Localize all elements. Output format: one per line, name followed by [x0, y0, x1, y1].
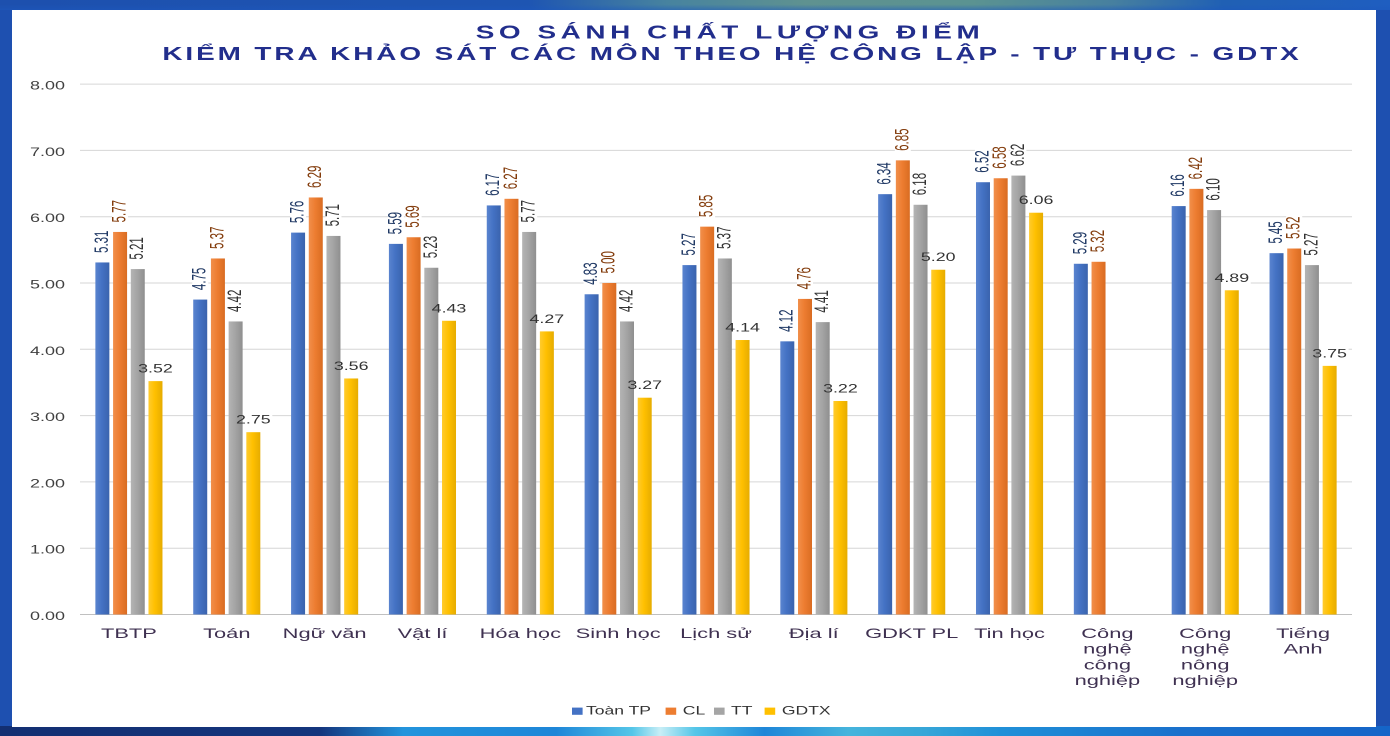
svg-text:Toàn TP: Toàn TP [586, 705, 651, 718]
svg-text:4.27: 4.27 [530, 312, 565, 326]
svg-text:Toán: Toán [203, 626, 250, 641]
svg-text:4.42: 4.42 [225, 290, 246, 312]
svg-text:4.14: 4.14 [725, 321, 760, 335]
svg-text:GDTX: GDTX [782, 705, 831, 718]
svg-text:CL: CL [683, 705, 705, 718]
svg-text:Anh: Anh [1284, 642, 1323, 657]
svg-text:3.27: 3.27 [627, 379, 662, 393]
svg-text:4.89: 4.89 [1214, 271, 1249, 285]
svg-text:5.45: 5.45 [1266, 221, 1287, 244]
svg-text:Tin học: Tin học [974, 626, 1045, 641]
svg-text:5.27: 5.27 [1302, 233, 1323, 255]
svg-text:Địa lí: Địa lí [789, 626, 839, 641]
svg-text:Tiếng: Tiếng [1276, 626, 1330, 641]
svg-text:5.71: 5.71 [323, 204, 344, 226]
svg-text:4.42: 4.42 [617, 290, 638, 312]
svg-text:nghệ: nghệ [1181, 642, 1230, 657]
svg-text:4.12: 4.12 [777, 309, 798, 331]
svg-text:3.00: 3.00 [30, 411, 65, 424]
svg-text:6.34: 6.34 [875, 162, 896, 185]
svg-text:5.27: 5.27 [679, 233, 700, 255]
svg-text:6.29: 6.29 [305, 166, 326, 188]
svg-text:5.69: 5.69 [403, 205, 424, 227]
svg-text:6.10: 6.10 [1204, 178, 1225, 201]
svg-text:3.56: 3.56 [334, 360, 369, 374]
svg-text:TT: TT [731, 705, 752, 718]
svg-text:6.58: 6.58 [990, 146, 1011, 169]
svg-text:5.52: 5.52 [1284, 217, 1305, 239]
svg-text:5.32: 5.32 [1088, 230, 1109, 252]
svg-text:TBTP: TBTP [101, 626, 157, 641]
svg-text:4.43: 4.43 [432, 302, 467, 316]
svg-text:Công: Công [1081, 626, 1133, 641]
svg-text:Công: Công [1179, 626, 1231, 641]
svg-text:GDKT PL: GDKT PL [865, 626, 958, 641]
svg-text:5.37: 5.37 [715, 227, 736, 249]
svg-text:SO SÁNH CHẤT LƯỢNG ĐIỂM: SO SÁNH CHẤT LƯỢNG ĐIỂM [476, 21, 985, 43]
svg-text:Vật lí: Vật lí [398, 626, 448, 641]
svg-text:4.75: 4.75 [190, 268, 211, 291]
svg-text:nghiệp: nghiệp [1172, 673, 1238, 688]
svg-text:5.20: 5.20 [921, 251, 956, 265]
svg-text:5.23: 5.23 [421, 236, 442, 259]
svg-text:công: công [1084, 658, 1131, 673]
svg-text:5.29: 5.29 [1071, 232, 1092, 254]
svg-text:Ngữ văn: Ngữ văn [283, 626, 367, 641]
svg-text:5.31: 5.31 [92, 231, 113, 253]
svg-text:6.27: 6.27 [501, 167, 522, 189]
svg-text:nghiệp: nghiệp [1075, 673, 1141, 688]
svg-text:5.59: 5.59 [386, 212, 407, 234]
svg-text:6.00: 6.00 [30, 212, 65, 225]
svg-text:7.00: 7.00 [30, 146, 65, 159]
svg-text:5.21: 5.21 [127, 237, 148, 259]
svg-text:Lịch sử: Lịch sử [680, 626, 752, 641]
svg-text:4.41: 4.41 [812, 290, 833, 312]
svg-text:5.77: 5.77 [110, 200, 131, 222]
svg-text:6.85: 6.85 [893, 128, 914, 151]
svg-text:5.37: 5.37 [208, 227, 229, 249]
svg-text:Sinh học: Sinh học [576, 626, 661, 641]
svg-text:6.06: 6.06 [1019, 194, 1054, 208]
svg-text:3.22: 3.22 [823, 382, 858, 396]
svg-text:5.77: 5.77 [519, 200, 540, 222]
svg-text:6.16: 6.16 [1168, 174, 1189, 197]
svg-text:6.17: 6.17 [483, 174, 504, 196]
svg-text:3.75: 3.75 [1312, 347, 1347, 361]
svg-text:6.18: 6.18 [910, 173, 931, 196]
svg-text:4.00: 4.00 [30, 345, 65, 358]
svg-text:5.85: 5.85 [697, 195, 718, 218]
svg-text:6.62: 6.62 [1008, 144, 1029, 166]
svg-text:8.00: 8.00 [30, 79, 65, 92]
svg-text:1.00: 1.00 [30, 544, 65, 557]
svg-text:2.75: 2.75 [236, 413, 271, 427]
svg-text:Hóa học: Hóa học [480, 626, 561, 641]
svg-text:0.00: 0.00 [30, 610, 65, 623]
svg-text:nông: nông [1181, 658, 1230, 673]
svg-text:3.52: 3.52 [138, 362, 173, 376]
svg-text:nghệ: nghệ [1083, 642, 1132, 657]
svg-text:6.42: 6.42 [1186, 157, 1207, 179]
svg-text:4.83: 4.83 [581, 262, 602, 285]
svg-text:KIỂM TRA KHẢO SÁT CÁC MÔN THEO: KIỂM TRA KHẢO SÁT CÁC MÔN THEO HỆ CÔNG L… [162, 42, 1301, 65]
svg-text:5.00: 5.00 [30, 278, 65, 291]
svg-text:5.76: 5.76 [288, 201, 309, 224]
svg-text:6.52: 6.52 [973, 150, 994, 172]
svg-text:2.00: 2.00 [30, 477, 65, 490]
svg-text:5.00: 5.00 [599, 251, 620, 274]
svg-text:4.76: 4.76 [795, 267, 816, 290]
